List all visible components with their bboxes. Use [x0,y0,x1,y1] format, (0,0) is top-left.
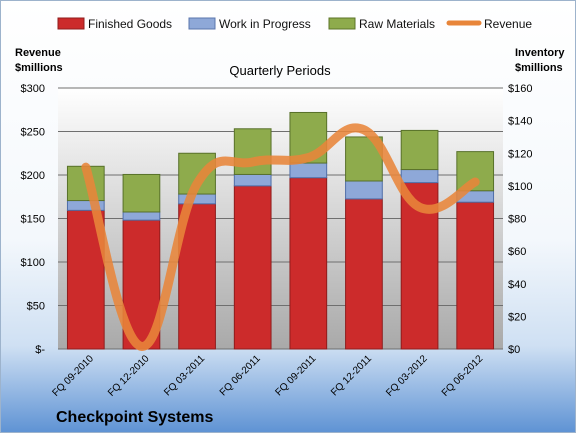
right-tick-label: $120 [508,148,532,160]
x-tick-label: FQ 12-2011 [329,353,374,398]
legend-label-work-in-progress: Work in Progress [219,17,311,31]
right-axis-ticks: $160 $140 $120 $100 $80 $60 $40 $20 $0 [508,83,532,356]
left-tick-label: $300 [21,83,45,95]
x-tick-label: FQ 06-2012 [440,353,486,399]
right-axis-title-line2: $millions [515,62,563,74]
bars [66,111,495,350]
chart-subtitle: Quarterly Periods [229,63,331,78]
left-tick-label: $- [35,344,45,356]
bar-work-in-progress [233,173,272,187]
right-tick-label: $160 [508,83,532,95]
right-tick-label: $100 [508,181,532,193]
x-tick-label: FQ 09-2011 [273,353,318,398]
legend-swatch-finished-goods [57,17,85,30]
right-tick-label: $60 [508,246,526,258]
left-tick-label: $50 [27,301,45,313]
x-tick-label: FQ 12-2010 [106,353,152,399]
legend: Finished Goods Work in Progress Raw Mate… [57,17,532,31]
left-tick-label: $250 [21,127,45,139]
right-tick-label: $80 [508,214,526,226]
bar-work-in-progress [400,169,439,184]
legend-label-raw-materials: Raw Materials [359,17,435,31]
x-axis-ticks: FQ 09-2010 FQ 12-2010 FQ 03-2011 FQ 06-2011… [50,353,485,399]
legend-label-revenue: Revenue [484,17,532,31]
x-tick-label: FQ 09-2010 [50,353,96,399]
left-tick-label: $200 [21,170,45,182]
right-axis-title-line1: Inventory [515,47,565,59]
bar-finished-goods [456,201,495,350]
left-axis-ticks: $300 $250 $200 $150 $100 $50 $- [21,83,46,356]
bar-raw-materials [122,173,161,213]
legend-label-finished-goods: Finished Goods [88,17,172,31]
bar-finished-goods [289,177,328,350]
left-axis-title-line2: $millions [15,62,63,74]
bar-work-in-progress [289,162,328,179]
left-tick-label: $100 [21,257,45,269]
revenue-line [81,123,480,351]
revenue-line-group [81,123,480,351]
x-tick-label: FQ 03-2012 [384,353,430,399]
bar-finished-goods [345,198,383,350]
legend-swatch-raw-materials [328,17,356,30]
x-tick-label: FQ 03-2011 [162,353,207,398]
bar-work-in-progress [122,211,161,221]
bar-work-in-progress [345,180,383,200]
right-tick-label: $140 [508,116,532,128]
legend-swatch-work-in-progress [188,17,216,30]
left-axis-title-line1: Revenue [15,47,61,59]
left-tick-label: $150 [21,214,45,226]
bar-raw-materials [400,129,439,171]
right-tick-label: $20 [508,311,526,323]
company-name: Checkpoint Systems [56,409,213,426]
x-tick-label: FQ 06-2011 [218,353,263,398]
right-tick-label: $0 [508,344,520,356]
bar-finished-goods [233,185,272,350]
bar-raw-materials [233,128,272,175]
right-tick-label: $40 [508,279,526,291]
